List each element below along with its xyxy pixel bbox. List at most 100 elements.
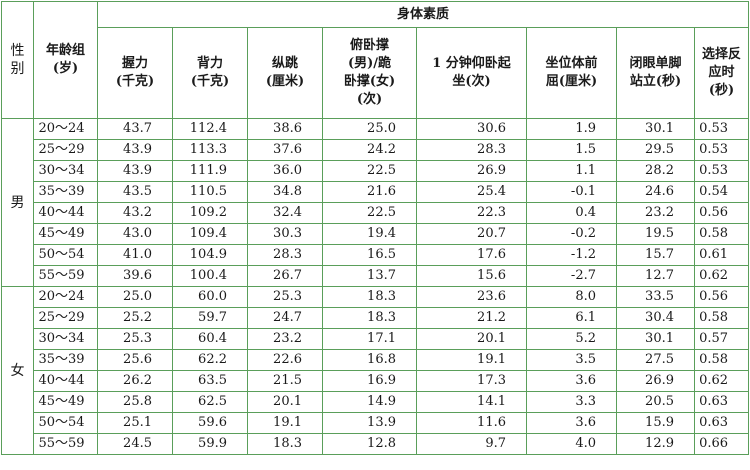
- table-row: 35～39 43.5 110.5 34.8 21.6 25.4 -0.1 24.6 0.54: [2, 181, 750, 203]
- value-cell: 18.3: [322, 307, 417, 329]
- value-cell: 25.1: [97, 412, 173, 434]
- value-cell: 112.4: [172, 118, 248, 140]
- value-cell: 0.57: [693, 328, 750, 350]
- value-cell: 12.7: [616, 265, 695, 287]
- value-cell: 28.3: [247, 244, 323, 266]
- value-cell: 14.9: [322, 391, 417, 413]
- column-header: 纵跳 (厘米): [247, 27, 323, 119]
- value-cell: 28.3: [416, 139, 527, 161]
- table-row: 50～54 41.0 104.9 28.3 16.5 17.6 -1.2 15.7 0.61: [2, 244, 750, 266]
- value-cell: 63.5: [172, 370, 248, 392]
- value-cell: 0.61: [693, 244, 750, 266]
- value-cell: 3.5: [526, 349, 617, 371]
- table-row: 50～54 25.1 59.6 19.1 13.9 11.6 3.6 15.9 0.63: [2, 412, 750, 434]
- value-cell: 23.6: [416, 286, 527, 308]
- value-cell: 15.9: [616, 412, 695, 434]
- column-header: 1 分钟仰卧起 坐(次): [416, 27, 527, 119]
- value-cell: 30.3: [247, 223, 323, 245]
- value-cell: 3.6: [526, 412, 617, 434]
- value-cell: 15.7: [616, 244, 695, 266]
- value-cell: 59.7: [172, 307, 248, 329]
- value-cell: 0.62: [693, 370, 750, 392]
- value-cell: 17.3: [416, 370, 527, 392]
- age-group-cell: 40～44: [33, 370, 98, 392]
- value-cell: 30.6: [416, 118, 527, 140]
- age-group-cell: 35～39: [33, 349, 98, 371]
- value-cell: 28.2: [616, 160, 695, 182]
- fitness-table: 性 别 年龄组 (岁) 身体素质 握力 (千克) 背力 (千克) 纵跳 (厘米) 俯卧…: [1, 1, 750, 455]
- table-row: 25～29 25.2 59.7 24.7 18.3 21.2 6.1 30.4 0.58: [2, 307, 750, 329]
- value-cell: 20.7: [416, 223, 527, 245]
- value-cell: 25.3: [247, 286, 323, 308]
- value-cell: 1.9: [526, 118, 617, 140]
- value-cell: 1.5: [526, 139, 617, 161]
- value-cell: 5.2: [526, 328, 617, 350]
- value-cell: 26.9: [416, 160, 527, 182]
- value-cell: 29.5: [616, 139, 695, 161]
- value-cell: 60.0: [172, 286, 248, 308]
- table-row: 45～49 43.0 109.4 30.3 19.4 20.7 -0.2 19.5 0.58: [2, 223, 750, 245]
- table-row: 40～44 43.2 109.2 32.4 22.5 22.3 0.4 23.2 0.56: [2, 202, 750, 224]
- value-cell: 24.5: [97, 433, 173, 455]
- value-cell: 18.3: [322, 286, 417, 308]
- age-group-cell: 35～39: [33, 181, 98, 203]
- age-group-cell: 30～34: [33, 328, 98, 350]
- value-cell: 22.3: [416, 202, 527, 224]
- age-group-cell: 55～59: [33, 433, 98, 455]
- value-cell: 0.62: [693, 265, 750, 287]
- sex-cell: 男: [1, 118, 34, 287]
- value-cell: 25.0: [322, 118, 417, 140]
- age-group-cell: 25～29: [33, 307, 98, 329]
- value-cell: 11.6: [416, 412, 527, 434]
- value-cell: 43.9: [97, 160, 173, 182]
- age-group-cell: 55～59: [33, 265, 98, 287]
- value-cell: 36.0: [247, 160, 323, 182]
- table-row: 30～34 25.3 60.4 23.2 17.1 20.1 5.2 30.1 0.57: [2, 328, 750, 350]
- sex-cell: 女: [1, 286, 34, 455]
- value-cell: 0.66: [693, 433, 750, 455]
- value-cell: 27.5: [616, 349, 695, 371]
- value-cell: 22.5: [322, 202, 417, 224]
- age-group-cell: 40～44: [33, 202, 98, 224]
- value-cell: 18.3: [247, 433, 323, 455]
- value-cell: 25.6: [97, 349, 173, 371]
- value-cell: 1.1: [526, 160, 617, 182]
- value-cell: -0.2: [526, 223, 617, 245]
- value-cell: 24.7: [247, 307, 323, 329]
- column-header: 选择反 应时 (秒): [693, 27, 750, 119]
- age-group-cell: 50～54: [33, 412, 98, 434]
- value-cell: -0.1: [526, 181, 617, 203]
- value-cell: 43.2: [97, 202, 173, 224]
- column-header: 闭眼单脚 站立(秒): [616, 27, 695, 119]
- age-group-cell: 20～24: [33, 286, 98, 308]
- value-cell: 111.9: [172, 160, 248, 182]
- value-cell: 33.5: [616, 286, 695, 308]
- value-cell: 0.54: [693, 181, 750, 203]
- table-row: 35～39 25.6 62.2 22.6 16.8 19.1 3.5 27.5 0.58: [2, 349, 750, 371]
- value-cell: 24.6: [616, 181, 695, 203]
- value-cell: 0.53: [693, 118, 750, 140]
- value-cell: 38.6: [247, 118, 323, 140]
- value-cell: 6.1: [526, 307, 617, 329]
- value-cell: 9.7: [416, 433, 527, 455]
- value-cell: 30.4: [616, 307, 695, 329]
- value-cell: 30.1: [616, 118, 695, 140]
- value-cell: 20.5: [616, 391, 695, 413]
- value-cell: 43.7: [97, 118, 173, 140]
- table-row: 55～59 24.5 59.9 18.3 12.8 9.7 4.0 12.9 0.66: [2, 433, 750, 455]
- value-cell: 37.6: [247, 139, 323, 161]
- value-cell: 3.3: [526, 391, 617, 413]
- value-cell: 19.5: [616, 223, 695, 245]
- value-cell: 21.2: [416, 307, 527, 329]
- value-cell: 59.6: [172, 412, 248, 434]
- value-cell: 24.2: [322, 139, 417, 161]
- value-cell: 0.53: [693, 139, 750, 161]
- value-cell: 43.9: [97, 139, 173, 161]
- value-cell: 14.1: [416, 391, 527, 413]
- value-cell: 25.2: [97, 307, 173, 329]
- table-row: 40～44 26.2 63.5 21.5 16.9 17.3 3.6 26.9 0.62: [2, 370, 750, 392]
- value-cell: -1.2: [526, 244, 617, 266]
- value-cell: 39.6: [97, 265, 173, 287]
- value-cell: 16.5: [322, 244, 417, 266]
- table-row: 45～49 25.8 62.5 20.1 14.9 14.1 3.3 20.5 0.63: [2, 391, 750, 413]
